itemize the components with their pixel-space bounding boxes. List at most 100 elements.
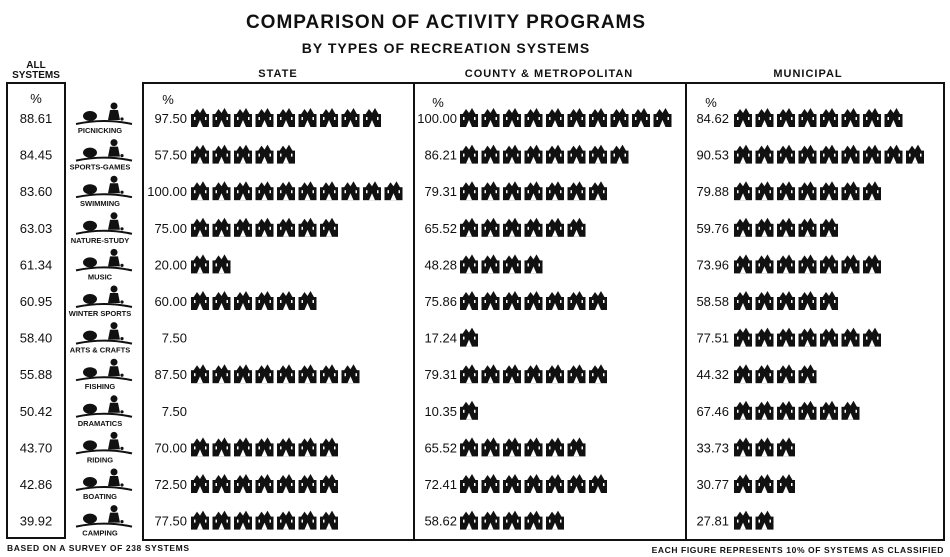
municipal-arts-crafts-figure <box>863 327 881 347</box>
state-boating-figure <box>298 474 317 493</box>
municipal-bar-dramatics <box>734 400 877 420</box>
state-swimming-figure <box>341 181 360 201</box>
state-nature-study-figure-partial <box>341 217 351 237</box>
municipal-boating-figure <box>777 474 795 493</box>
state-fishing-figure <box>191 364 209 384</box>
state-dramatics-figure-partial <box>191 400 205 420</box>
state-fishing-figure <box>320 364 338 384</box>
county-percent-sign: % <box>432 95 444 110</box>
county-boating-figure-partial <box>610 474 615 493</box>
municipal-swimming-figure <box>820 181 838 201</box>
all-systems-value: 43.70 <box>20 440 53 455</box>
county-nature-study-figure <box>567 217 586 237</box>
county-arts-crafts-figure <box>460 327 478 347</box>
state-nature-study-figure <box>320 217 338 237</box>
state-camping-figure <box>191 510 209 530</box>
municipal-value: 27.81 <box>696 514 729 529</box>
municipal-fishing-figure <box>777 364 795 384</box>
municipal-riding-figure <box>734 437 752 457</box>
municipal-nature-study-figure <box>777 217 795 237</box>
municipal-riding-figure-partial <box>798 437 806 457</box>
county-value: 65.52 <box>424 440 457 455</box>
county-sports-games-figure <box>481 144 500 164</box>
county-swimming-figure <box>481 181 500 201</box>
municipal-camping-figure-partial <box>777 510 792 530</box>
municipal-fishing-figure-partial <box>820 364 828 384</box>
county-picnicking-figure <box>460 108 478 127</box>
sports-games-activity-icon <box>75 139 133 162</box>
county-value: 75.86 <box>424 294 457 309</box>
state-riding-figure <box>191 437 209 457</box>
activity-label: CAMPING <box>82 529 118 538</box>
municipal-arts-crafts-figure-partial <box>884 327 899 347</box>
all-systems-value: 58.40 <box>20 331 53 346</box>
row-fishing: 55.88 FISHING 87.50 79.31 44.32 <box>20 358 828 391</box>
county-bar-nature-study <box>460 217 599 237</box>
picnicking-activity-icon <box>75 102 133 125</box>
county-boating-figure <box>503 474 521 493</box>
municipal-swimming-figure <box>798 181 817 201</box>
municipal-dramatics-figure <box>841 400 860 420</box>
state-picnicking-figure <box>212 108 231 127</box>
county-music-figure <box>503 254 521 274</box>
municipal-value: 90.53 <box>696 148 729 163</box>
state-sports-games-figure <box>234 144 252 164</box>
municipal-boating-figure-partial <box>798 474 801 493</box>
county-value: 65.52 <box>424 221 457 236</box>
county-fishing-figure <box>546 364 564 384</box>
county-value: 58.62 <box>424 514 457 529</box>
county-winter-sports-figure <box>460 291 478 310</box>
state-value: 20.00 <box>154 257 187 272</box>
state-value: 72.50 <box>154 477 187 492</box>
state-camping-figure <box>255 510 274 530</box>
municipal-value: 79.88 <box>696 184 729 199</box>
state-bar-boating <box>191 474 346 493</box>
county-nature-study-figure <box>524 217 543 237</box>
state-bar-fishing <box>191 364 377 384</box>
municipal-picnicking-figure <box>734 108 752 127</box>
state-bar-swimming <box>191 181 403 201</box>
county-fishing-figure <box>524 364 543 384</box>
boating-activity-icon <box>75 468 133 491</box>
fishing-activity-icon <box>75 358 133 382</box>
county-music-figure <box>524 254 543 274</box>
county-sports-games-figure <box>503 144 521 164</box>
all-systems-value: 50.42 <box>20 404 53 419</box>
municipal-dramatics-figure-partial <box>863 400 877 420</box>
state-nature-study-figure <box>191 217 209 237</box>
state-value: 60.00 <box>154 294 187 309</box>
municipal-value: 67.46 <box>696 404 729 419</box>
municipal-winter-sports-figure <box>820 291 838 310</box>
state-winter-sports-figure <box>212 291 231 310</box>
municipal-swimming-figure <box>777 181 795 201</box>
municipal-bar-sports-games <box>734 144 930 164</box>
state-picnicking-figure <box>363 108 381 127</box>
row-swimming: 83.60 SWIMMING 100.00 79.31 79.88 <box>20 175 903 208</box>
state-percent-sign: % <box>162 92 174 107</box>
municipal-bar-winter-sports <box>734 291 857 310</box>
county-bar-riding <box>460 437 599 457</box>
row-picnicking: 88.61 PICNICKING 97.50 100.00 84.62 <box>20 102 915 135</box>
all-systems-value: 88.61 <box>20 111 53 126</box>
municipal-picnicking-figure <box>755 108 774 127</box>
county-sports-games-figure <box>567 144 586 164</box>
county-riding-figure <box>503 437 521 457</box>
county-fishing-figure <box>567 364 586 384</box>
dramatics-activity-icon <box>75 395 133 418</box>
music-activity-icon <box>75 248 133 272</box>
county-boating-figure <box>460 474 478 493</box>
chart-subtitle: BY TYPES OF RECREATION SYSTEMS <box>302 40 591 56</box>
county-swimming-figure <box>589 181 607 201</box>
state-sports-games-figure <box>191 144 209 164</box>
county-swimming-figure <box>503 181 521 201</box>
county-sports-games-figure <box>460 144 478 164</box>
swimming-activity-icon <box>75 175 133 199</box>
activity-label: PICNICKING <box>78 126 122 135</box>
state-winter-sports-figure <box>234 291 252 310</box>
county-sports-games-figure <box>524 144 543 164</box>
state-music-figure <box>212 254 231 274</box>
municipal-picnicking-figure <box>863 108 881 127</box>
state-picnicking-figure <box>234 108 252 127</box>
municipal-music-figure <box>820 254 838 274</box>
